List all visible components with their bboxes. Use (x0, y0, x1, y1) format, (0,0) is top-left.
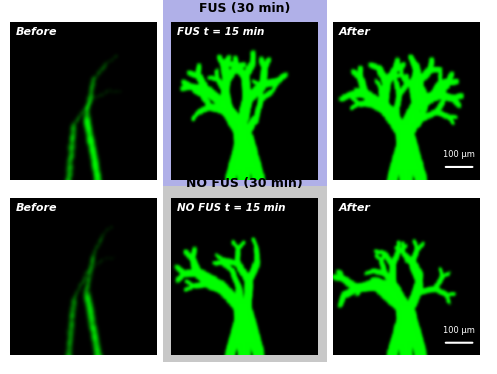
Text: Before: Before (16, 203, 57, 213)
Text: NO FUS t = 15 min: NO FUS t = 15 min (177, 203, 286, 213)
Text: After: After (339, 27, 371, 37)
Text: NO FUS (30 min): NO FUS (30 min) (186, 177, 303, 190)
Text: Before: Before (16, 27, 57, 37)
Text: 100 μm: 100 μm (443, 150, 475, 159)
Text: FUS (30 min): FUS (30 min) (199, 1, 290, 15)
Text: FUS t = 15 min: FUS t = 15 min (177, 27, 265, 37)
Text: After: After (339, 203, 371, 213)
Text: 100 μm: 100 μm (443, 326, 475, 335)
